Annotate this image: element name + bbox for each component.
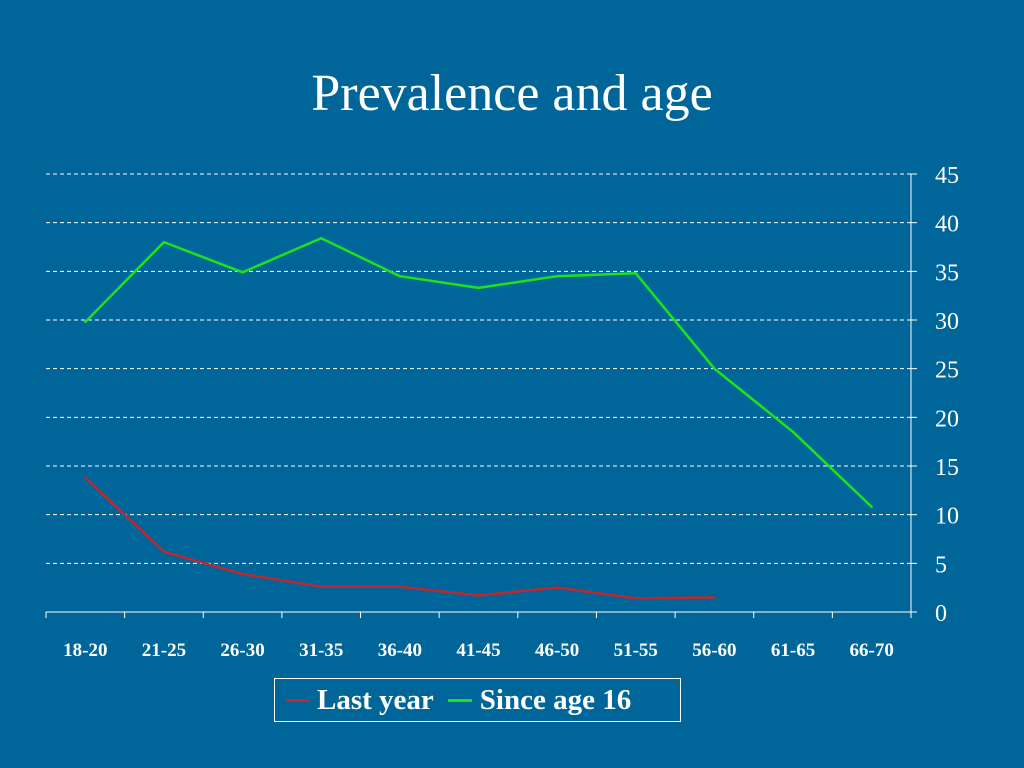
data-point-last-year-31-35 [320, 585, 323, 588]
y-tick-label-15: 15 [935, 455, 959, 481]
y-tick-label-0: 0 [935, 601, 947, 627]
data-point-since-age-16-41-45 [477, 286, 480, 290]
y-tick-label-10: 10 [935, 504, 959, 530]
chart-legend: Last year Since age 16 [274, 678, 681, 722]
data-point-since-age-16-51-55 [634, 272, 637, 275]
data-point-last-year-26-30 [241, 572, 244, 576]
x-tick-label-51-55: 51-55 [614, 640, 658, 661]
x-tick-label-61-65: 61-65 [771, 640, 815, 661]
legend-swatch-since-age-16 [447, 698, 472, 702]
data-point-since-age-16-21-25 [162, 240, 166, 244]
series-line-since-age-16 [84, 236, 873, 508]
data-point-last-year-18-20 [84, 476, 87, 479]
legend-label-since-age-16: Since age 16 [479, 683, 632, 716]
data-point-since-age-16-18-20 [84, 320, 87, 324]
x-tick-label-56-60: 56-60 [692, 640, 736, 661]
x-tick-label-18-20: 18-20 [63, 640, 107, 661]
x-tick-label-66-70: 66-70 [850, 640, 894, 661]
data-point-last-year-21-25 [162, 550, 166, 553]
data-point-since-age-16-26-30 [241, 271, 244, 274]
legend-item-since-age-16: Since age 16 [447, 683, 632, 717]
y-tick-label-20: 20 [935, 406, 959, 432]
x-tick-label-21-25: 21-25 [142, 640, 186, 661]
x-tick-label-41-45: 41-45 [456, 640, 500, 661]
x-tick-label-26-30: 26-30 [220, 640, 264, 661]
data-point-last-year-41-45 [477, 594, 480, 597]
data-point-since-age-16-66-70 [870, 505, 873, 509]
y-tick-label-45: 45 [935, 163, 959, 189]
data-point-since-age-16-61-65 [791, 430, 795, 434]
y-tick-label-35: 35 [935, 260, 959, 286]
data-point-since-age-16-46-50 [555, 275, 559, 278]
series-line-last-year [84, 476, 715, 600]
y-tick-label-40: 40 [935, 212, 959, 238]
y-tick-label-30: 30 [935, 309, 959, 335]
data-point-last-year-56-60 [713, 596, 716, 599]
legend-label-last-year: Last year [317, 683, 434, 716]
data-point-since-age-16-31-35 [320, 237, 323, 240]
data-point-last-year-36-40 [398, 585, 402, 588]
x-tick-label-46-50: 46-50 [535, 640, 579, 661]
x-tick-label-31-35: 31-35 [299, 640, 343, 661]
data-point-since-age-16-36-40 [398, 275, 402, 278]
y-tick-label-5: 5 [935, 552, 947, 578]
data-point-last-year-46-50 [555, 586, 559, 589]
legend-swatch-last-year [285, 698, 309, 702]
slide-title: Prevalence and age [311, 65, 713, 122]
x-tick-label-36-40: 36-40 [378, 640, 422, 661]
data-point-since-age-16-56-60 [713, 367, 716, 370]
legend-item-last-year: Last year [285, 684, 434, 717]
data-point-last-year-51-55 [634, 597, 637, 600]
y-tick-label-25: 25 [935, 358, 959, 384]
